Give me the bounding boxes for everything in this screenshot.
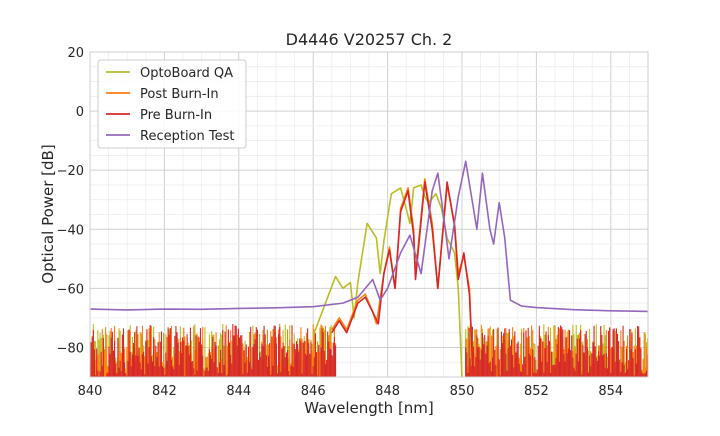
x-tick-label: 854 <box>598 384 623 399</box>
noise-floor-layer <box>90 323 648 377</box>
chart-title: D4446 V20257 Ch. 2 <box>286 30 453 49</box>
x-tick-label: 848 <box>375 384 400 399</box>
x-tick-label: 852 <box>524 384 549 399</box>
y-axis-label: Optical Power [dB] <box>39 144 57 283</box>
series-layer <box>90 160 648 377</box>
legend: OptoBoard QA Post Burn-In Pre Burn-In Recep… <box>97 59 247 149</box>
legend-label: Reception Test <box>140 129 234 144</box>
legend-label: Post Burn-In <box>140 87 219 102</box>
series-line-optoboard-qa <box>312 184 463 377</box>
tick-labels: 840 842 844 846 848 850 852 854 20 0 −20 −40 −60 −80 <box>57 46 624 399</box>
y-tick-label: 0 <box>76 105 84 120</box>
x-axis-label: Wavelength [nm] <box>304 399 434 417</box>
plot-frame <box>89 51 649 378</box>
x-tick-label: 846 <box>301 384 326 399</box>
x-tick-label: 844 <box>226 384 251 399</box>
x-tick-label: 840 <box>78 384 103 399</box>
series-line-pre-burn-in <box>331 181 474 377</box>
y-tick-label: −80 <box>57 341 84 356</box>
legend-box <box>97 59 247 149</box>
x-tick-label: 850 <box>450 384 475 399</box>
series-line-reception-test <box>90 160 648 313</box>
legend-label: Pre Burn-In <box>140 108 212 123</box>
legend-label: OptoBoard QA <box>140 66 233 81</box>
x-tick-label: 842 <box>152 384 177 399</box>
y-tick-label: −20 <box>57 164 84 179</box>
y-tick-label: 20 <box>67 46 84 61</box>
y-tick-label: −40 <box>57 223 84 238</box>
y-tick-label: −60 <box>57 282 84 297</box>
